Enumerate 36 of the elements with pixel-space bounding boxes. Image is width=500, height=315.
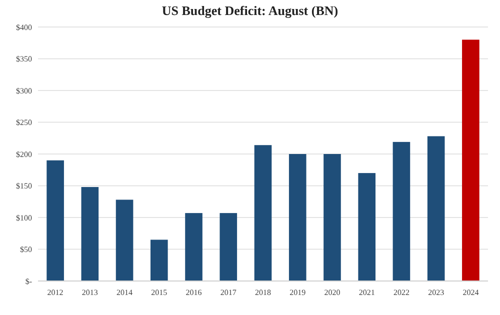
- x-tick-label: 2013: [82, 288, 98, 297]
- y-tick-label: $400: [16, 22, 32, 32]
- y-tick-label: $-: [25, 276, 32, 286]
- y-tick-label: $100: [16, 213, 32, 222]
- y-tick-label: $350: [16, 54, 32, 64]
- bar: [288, 154, 306, 281]
- y-tick-label: $150: [16, 182, 32, 191]
- x-tick-label: 2012: [47, 288, 64, 297]
- x-tick-label: 2017: [220, 288, 236, 297]
- bar: [462, 40, 480, 281]
- bar: [220, 213, 238, 281]
- bar: [116, 200, 134, 281]
- y-tick-label: $300: [16, 86, 32, 96]
- chart-title: US Budget Deficit: August (BN): [162, 3, 338, 18]
- bar: [392, 142, 410, 281]
- bar: [150, 240, 168, 281]
- x-tick-label: 2016: [186, 288, 202, 297]
- y-tick-label: $50: [20, 245, 32, 254]
- bar: [46, 160, 64, 281]
- x-tick-label: 2021: [358, 288, 375, 297]
- x-tick-label: 2024: [462, 288, 479, 297]
- bar: [254, 145, 272, 281]
- x-tick-label: 2023: [428, 288, 444, 297]
- x-tick-label: 2014: [116, 288, 133, 297]
- bar: [324, 154, 341, 281]
- y-tick-label: $250: [16, 118, 32, 128]
- x-tick-label: 2015: [151, 288, 168, 297]
- x-tick-label: 2018: [255, 288, 271, 297]
- bar: [81, 187, 99, 281]
- bar: [185, 213, 202, 281]
- x-tick-label: 2020: [324, 288, 340, 297]
- y-tick-label: $200: [16, 150, 32, 159]
- bar: [358, 173, 376, 281]
- x-tick-label: 2019: [290, 288, 306, 297]
- x-tick-label: 2022: [393, 288, 410, 297]
- bar: [427, 136, 445, 281]
